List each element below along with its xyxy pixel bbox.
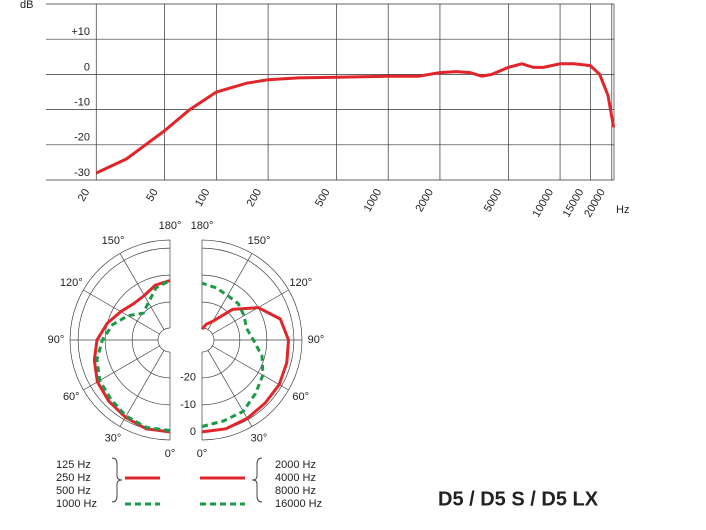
angle-label: 150° xyxy=(248,235,271,247)
brace xyxy=(111,457,123,503)
angle-label: 180° xyxy=(159,220,182,232)
spoke xyxy=(212,345,289,391)
response-curve xyxy=(95,62,616,175)
legend-label: 1000 Hz xyxy=(56,498,97,510)
y-axis-label: dB xyxy=(20,0,33,11)
legend-label: 8000 Hz xyxy=(275,485,316,497)
angle-label: 90° xyxy=(308,334,325,346)
inner-ring xyxy=(157,327,171,353)
angle-label: 120° xyxy=(60,277,83,289)
angle-label: 30° xyxy=(251,433,268,445)
r-tick-label: -10 xyxy=(180,399,196,411)
legend-label: 125 Hz xyxy=(56,459,91,471)
x-tick-label: 1000 xyxy=(362,187,385,214)
legend-label: 4000 Hz xyxy=(275,472,316,484)
y-tick-label: -30 xyxy=(74,167,90,179)
legend-label: 16000 Hz xyxy=(275,498,322,510)
y-tick-label: +20 xyxy=(71,0,90,3)
legend-label: 500 Hz xyxy=(56,485,91,497)
x-tick-label: 50 xyxy=(144,187,161,204)
angle-label: 60° xyxy=(63,391,80,403)
x-tick-label: 2000 xyxy=(413,187,436,214)
product-title: D5 / D5 S / D5 LX xyxy=(438,488,599,510)
x-tick-label: 500 xyxy=(313,187,333,209)
angle-label: 150° xyxy=(102,235,125,247)
x-tick-label: 10000 xyxy=(530,187,556,219)
r-tick-label: -20 xyxy=(180,372,196,384)
spoke xyxy=(212,289,289,335)
spoke xyxy=(119,350,165,427)
angle-label: 120° xyxy=(289,277,312,289)
x-tick-label: 5000 xyxy=(482,187,505,214)
angle-label: 180° xyxy=(191,220,214,232)
polar-curve xyxy=(200,306,291,434)
legend-label: 2000 Hz xyxy=(275,459,316,471)
angle-label: 60° xyxy=(292,391,309,403)
inner-ring xyxy=(201,327,215,353)
x-axis-label: Hz xyxy=(616,204,629,216)
y-tick-label: 0 xyxy=(84,61,90,73)
spoke xyxy=(207,253,253,330)
legend-label: 250 Hz xyxy=(56,472,91,484)
angle-label: 30° xyxy=(105,433,122,445)
x-tick-label: 200 xyxy=(245,187,265,209)
x-tick-label: 100 xyxy=(193,187,213,209)
y-tick-label: +10 xyxy=(71,26,90,38)
angle-label: 0° xyxy=(165,448,176,460)
polar-curve xyxy=(92,279,171,434)
y-tick-label: -10 xyxy=(74,97,90,109)
polar-curve xyxy=(95,279,171,432)
x-tick-label: 20000 xyxy=(582,187,608,219)
spoke xyxy=(83,345,160,391)
y-tick-label: -20 xyxy=(74,132,90,144)
spoke xyxy=(207,350,253,427)
angle-label: 0° xyxy=(197,448,208,460)
spoke xyxy=(119,253,165,330)
x-tick-label: 20 xyxy=(76,187,93,204)
r-tick-label: 0 xyxy=(190,426,196,438)
angle-label: 90° xyxy=(48,334,65,346)
brace xyxy=(251,457,263,503)
polar-curve xyxy=(201,281,265,428)
